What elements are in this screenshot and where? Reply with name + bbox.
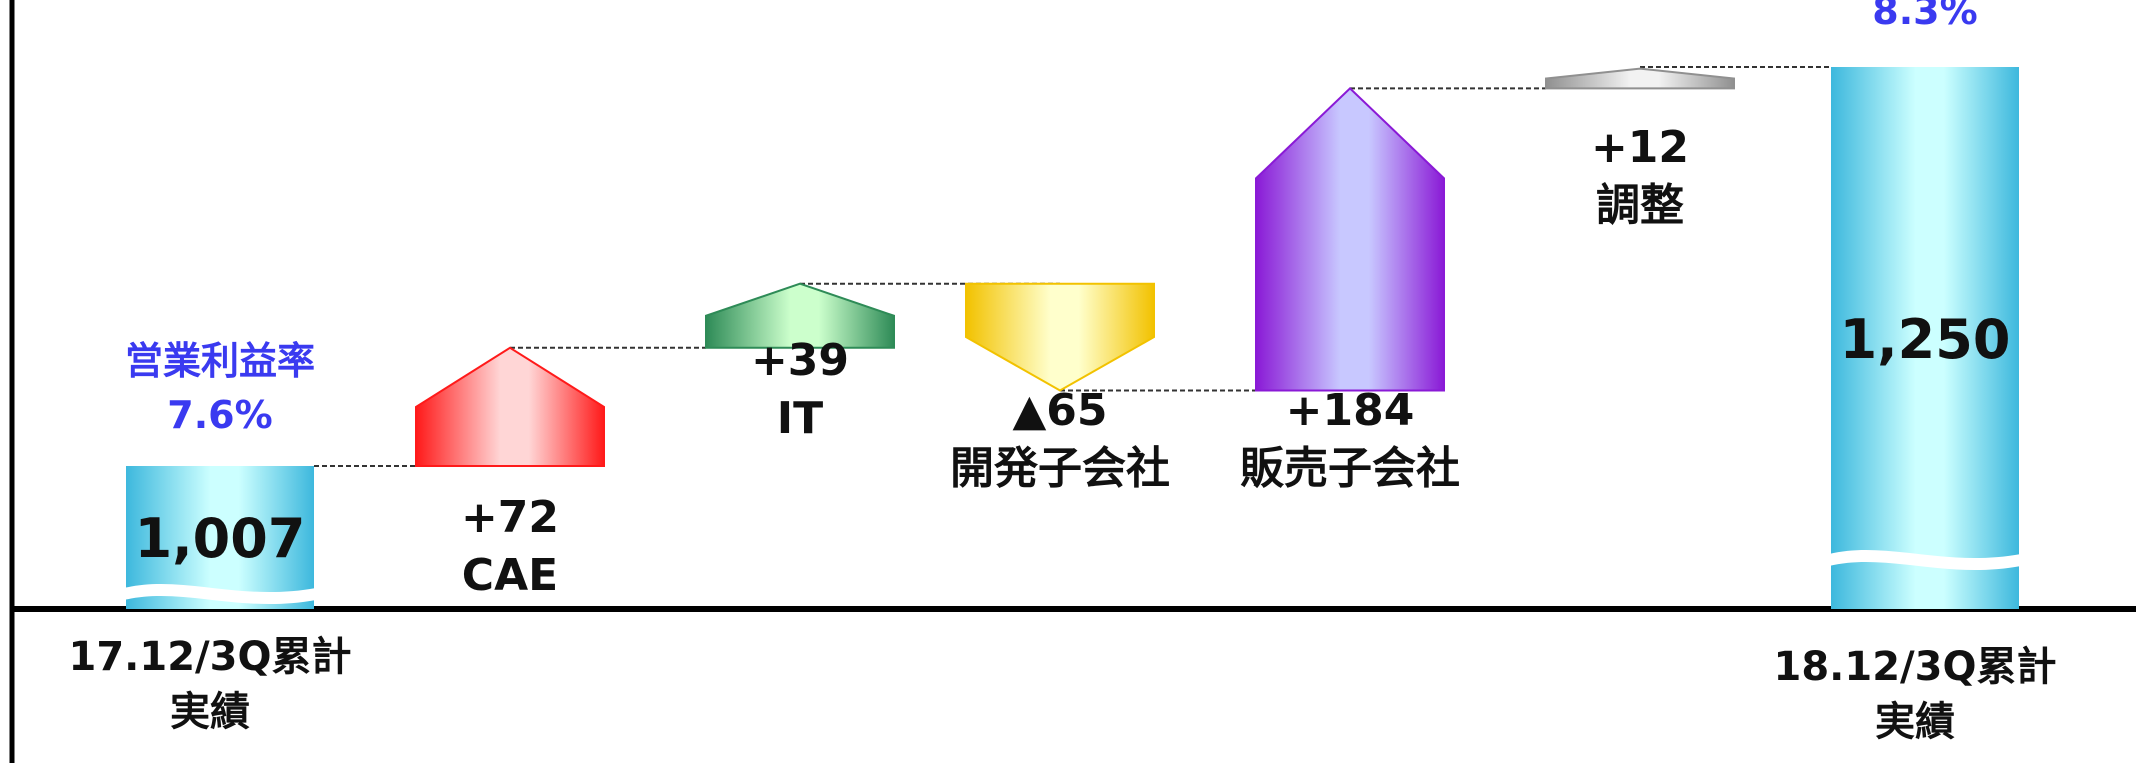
step-name-label-5: 調整 bbox=[1596, 180, 1684, 231]
step-name-label-1: CAE bbox=[462, 550, 558, 601]
start-margin-title: 営業利益率 bbox=[125, 339, 315, 383]
step-name-label-2: IT bbox=[777, 393, 823, 444]
step-arrow-5 bbox=[1545, 67, 1735, 90]
step-name-label-4: 販売子会社 bbox=[1240, 443, 1460, 494]
start-margin-value: 7.6% bbox=[167, 393, 272, 437]
end-category-line2: 実績 bbox=[1875, 699, 1955, 745]
step-arrow-2 bbox=[705, 282, 895, 349]
step-arrow-3 bbox=[965, 282, 1155, 392]
step-delta-label-1: +72 bbox=[461, 492, 559, 543]
step-arrow-4 bbox=[1255, 86, 1445, 392]
start-category-line1: 17.12/3Q累計 bbox=[69, 634, 352, 680]
start-category-line2: 実績 bbox=[170, 689, 250, 735]
step-arrow-1 bbox=[415, 346, 605, 467]
end-total-bar bbox=[1831, 67, 2019, 609]
step-name-label-3: 開発子会社 bbox=[950, 443, 1170, 494]
end-value-label: 1,250 bbox=[1840, 308, 2011, 371]
step-delta-label-2: +39 bbox=[751, 335, 849, 386]
end-category-line1: 18.12/3Q累計 bbox=[1774, 644, 2057, 690]
axis-break-wave bbox=[1829, 549, 2021, 571]
step-delta-label-4: +184 bbox=[1286, 385, 1415, 436]
end-margin-value: 8.3% bbox=[1872, 0, 1977, 33]
step-delta-label-5: +12 bbox=[1591, 122, 1689, 173]
step-delta-label-3: ▲65 bbox=[1012, 385, 1107, 436]
axis-break-wave bbox=[124, 583, 316, 605]
start-value-label: 1,007 bbox=[135, 507, 306, 570]
